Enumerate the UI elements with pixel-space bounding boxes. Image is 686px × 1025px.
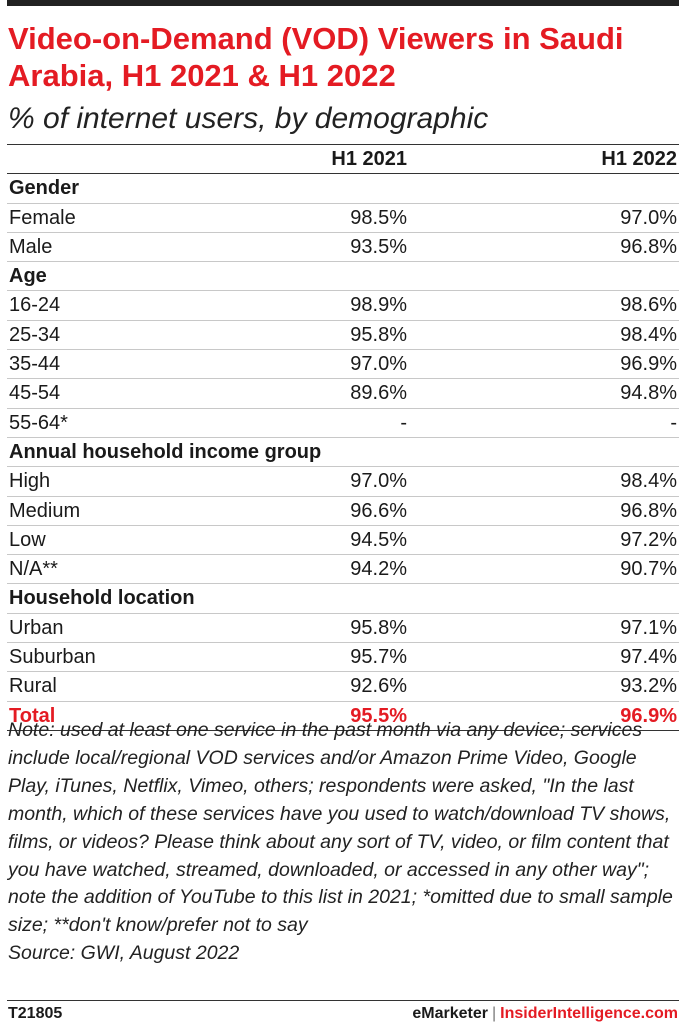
cell-value: 97.0% <box>350 353 407 376</box>
group-label: Annual household income group <box>9 440 322 463</box>
top-rule <box>7 0 679 6</box>
cell-value: 97.0% <box>620 206 677 229</box>
cell-value: 96.9% <box>620 353 677 376</box>
chart-id: T21805 <box>8 1005 63 1022</box>
cell-value: 94.2% <box>350 558 407 581</box>
cell-value: 92.6% <box>350 675 407 698</box>
cell-value: 95.8% <box>350 323 407 346</box>
brand-insider-intelligence: InsiderIntelligence.com <box>500 1005 678 1022</box>
cell-value: 96.6% <box>350 499 407 522</box>
brand-emarketer: eMarketer <box>412 1005 489 1022</box>
row-label: Suburban <box>9 646 96 669</box>
cell-value: 95.8% <box>350 616 407 639</box>
cell-value: 93.2% <box>620 675 677 698</box>
cell-value: - <box>400 411 407 434</box>
row-label: 45-54 <box>9 382 61 405</box>
chart-subtitle: % of internet users, by demographic <box>8 102 489 135</box>
group-label: Age <box>9 265 47 288</box>
note-text: Note: used at least one service in the p… <box>8 719 673 937</box>
cell-value: 95.7% <box>350 646 407 669</box>
brand: eMarketer | InsiderIntelligence.com <box>412 1005 678 1023</box>
table-row: 55-64* - - <box>7 409 679 438</box>
group-header-row: Age <box>7 262 679 292</box>
column-header-h1-2022: H1 2022 <box>601 148 677 170</box>
cell-value: 97.0% <box>350 470 407 493</box>
total-row: Total 95.5% 96.9% <box>7 702 679 731</box>
cell-value: 94.8% <box>620 382 677 405</box>
row-label: Total <box>9 704 56 727</box>
row-label: Low <box>9 528 46 551</box>
cell-value: 96.9% <box>620 704 677 727</box>
cell-value: 93.5% <box>350 235 407 258</box>
cell-value: 89.6% <box>350 382 407 405</box>
source-text: Source: GWI, August 2022 <box>8 942 240 965</box>
table-row: Male 93.5% 96.8% <box>7 233 679 263</box>
group-header-row: Annual household income group <box>7 438 679 468</box>
row-label: 55-64* <box>9 411 68 434</box>
table-header-row: H1 2021 H1 2022 <box>7 144 679 175</box>
table-row: 16-24 98.9% 98.6% <box>7 291 679 321</box>
cell-value: 97.2% <box>620 528 677 551</box>
row-label: 35-44 <box>9 353 61 376</box>
group-label: Household location <box>9 587 195 610</box>
cell-value: - <box>670 411 677 434</box>
footnote: Note: used at least one service in the p… <box>8 717 680 968</box>
table-row: Rural 92.6% 93.2% <box>7 672 679 702</box>
group-label: Gender <box>9 177 80 200</box>
row-label: 16-24 <box>9 294 61 317</box>
row-label: Urban <box>9 616 64 639</box>
row-label: High <box>9 470 51 493</box>
cell-value: 95.5% <box>350 704 407 727</box>
table-row: Suburban 95.7% 97.4% <box>7 643 679 673</box>
cell-value: 96.8% <box>620 499 677 522</box>
table-row: 45-54 89.6% 94.8% <box>7 379 679 409</box>
cell-value: 98.6% <box>620 294 677 317</box>
table-row: High 97.0% 98.4% <box>7 467 679 497</box>
cell-value: 98.9% <box>350 294 407 317</box>
table-row: Urban 95.8% 97.1% <box>7 614 679 644</box>
cell-value: 97.1% <box>620 616 677 639</box>
cell-value: 98.4% <box>620 470 677 493</box>
data-table: H1 2021 H1 2022 Gender Female 98.5% 97.0% Ma… <box>7 144 679 731</box>
column-header-h1-2021: H1 2021 <box>331 148 407 170</box>
footer: T21805 eMarketer | InsiderIntelligence.com <box>7 1000 679 1025</box>
table-row: N/A** 94.2% 90.7% <box>7 555 679 585</box>
cell-value: 94.5% <box>350 528 407 551</box>
row-label: 25-34 <box>9 323 61 346</box>
table-row: Medium 96.6% 96.8% <box>7 497 679 526</box>
cell-value: 90.7% <box>620 558 677 581</box>
row-label: Medium <box>9 499 81 522</box>
row-label: N/A** <box>9 558 58 581</box>
row-label: Male <box>9 235 53 258</box>
cell-value: 98.4% <box>620 323 677 346</box>
row-label: Female <box>9 206 76 229</box>
group-header-row: Household location <box>7 584 679 614</box>
cell-value: 98.5% <box>350 206 407 229</box>
brand-separator: | <box>492 1005 497 1022</box>
table-row: 25-34 95.8% 98.4% <box>7 321 679 351</box>
cell-value: 96.8% <box>620 235 677 258</box>
table-row: Low 94.5% 97.2% <box>7 526 679 556</box>
group-header-row: Gender <box>7 174 679 204</box>
table-row: Female 98.5% 97.0% <box>7 204 679 233</box>
chart-title: Video-on-Demand (VOD) Viewers in Saudi A… <box>8 21 624 93</box>
row-label: Rural <box>9 675 57 698</box>
cell-value: 97.4% <box>620 646 677 669</box>
table-row: 35-44 97.0% 96.9% <box>7 350 679 380</box>
